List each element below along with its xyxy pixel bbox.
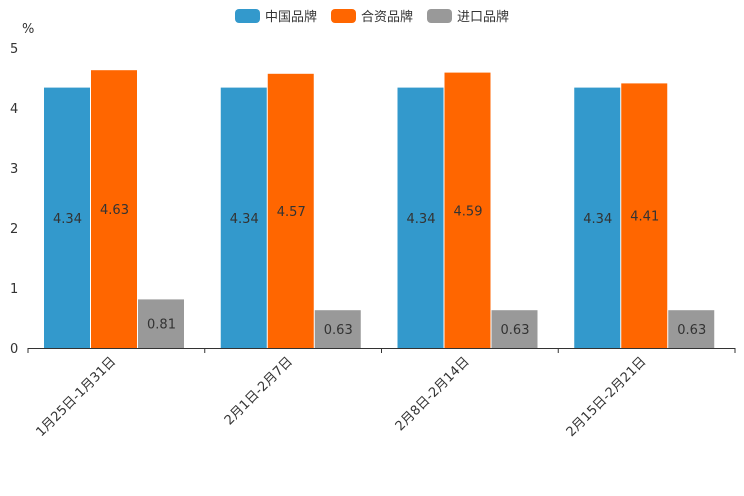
bar-value-label: 4.34 [583,212,612,227]
bar-joint-venture [444,72,491,348]
legend-label-imported: 进口品牌 [457,10,510,25]
y-tick-label: 2 [10,222,18,237]
bar-value-label: 0.63 [677,323,706,338]
legend-swatch-imported [427,8,452,23]
bar-value-label: 0.63 [501,323,530,338]
bar-value-label: 0.63 [324,323,353,338]
bar-value-label: 4.34 [53,212,82,227]
bar-joint-venture [621,83,668,349]
y-tick-label: 0 [10,342,18,357]
bar-domestic [220,87,267,348]
legend-item-joint-venture[interactable]: 合资品牌 [330,6,413,25]
legend-item-imported[interactable]: 进口品牌 [427,6,509,25]
bar-value-label: 4.34 [230,212,259,227]
legend-item-domestic[interactable]: 中国品牌 [234,6,317,25]
bar-value-label: 4.34 [407,212,436,227]
bar-imported [314,310,361,348]
bar-value-label: 0.81 [147,318,176,333]
bar-value-label: 4.63 [100,203,129,218]
y-tick-label: 3 [10,162,18,177]
y-tick-label: 5 [10,42,18,57]
x-tick-label: 2月15日-2月21日 [564,354,650,440]
x-tick-label: 1月25日-1月31日 [33,354,119,440]
bar-value-label: 4.41 [630,210,659,225]
y-tick-label: 4 [10,102,18,117]
bar-imported [491,310,538,348]
legend-swatch-joint-venture [330,8,356,23]
bar-domestic [397,87,444,348]
legend: 中国品牌 合资品牌 进口品牌 [0,6,744,25]
y-tick-label: 1 [10,282,18,297]
bar-joint-venture [267,73,314,349]
y-unit-label: % [22,22,34,37]
bar-value-label: 4.57 [277,205,306,220]
bar-domestic [44,87,90,348]
x-tick-label: 2月1日-2月7日 [222,354,296,428]
legend-label-joint-venture: 合资品牌 [360,10,413,25]
bar-joint-venture [91,70,137,348]
x-tick-label: 2月8日-2月14日 [393,354,473,434]
bar-imported [668,310,715,348]
bar-imported [138,299,184,348]
legend-label-domestic: 中国品牌 [264,10,317,25]
bar-domestic [574,87,621,348]
bar-value-label: 4.59 [454,204,483,219]
legend-swatch-domestic [234,8,260,23]
